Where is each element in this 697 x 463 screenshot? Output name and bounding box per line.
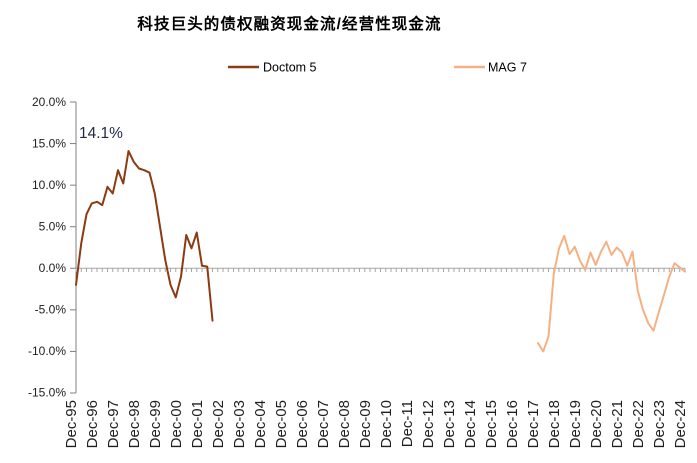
- svg-text:Dec-04: Dec-04: [252, 400, 269, 448]
- svg-text:Dec-21: Dec-21: [609, 400, 626, 448]
- svg-text:Dec-06: Dec-06: [294, 400, 311, 448]
- svg-text:Dec-13: Dec-13: [441, 400, 458, 448]
- svg-text:5.0%: 5.0%: [39, 220, 67, 234]
- svg-text:Dec-22: Dec-22: [630, 400, 647, 448]
- svg-text:MAG 7: MAG 7: [488, 61, 527, 75]
- svg-text:Dec-00: Dec-00: [168, 400, 185, 448]
- svg-text:Dec-08: Dec-08: [336, 400, 353, 448]
- svg-text:Dec-98: Dec-98: [126, 400, 143, 448]
- svg-text:Dec-17: Dec-17: [525, 400, 542, 448]
- svg-text:Dec-05: Dec-05: [273, 400, 290, 448]
- svg-text:Dec-23: Dec-23: [651, 400, 668, 448]
- svg-text:Dec-07: Dec-07: [315, 400, 332, 448]
- svg-text:-15.0%: -15.0%: [28, 386, 66, 400]
- svg-text:Doctom 5: Doctom 5: [263, 61, 317, 75]
- svg-text:Dec-19: Dec-19: [567, 400, 584, 448]
- svg-text:Dec-11: Dec-11: [399, 400, 416, 447]
- svg-text:Dec-96: Dec-96: [84, 400, 101, 448]
- svg-text:10.0%: 10.0%: [32, 178, 66, 192]
- svg-text:Dec-14: Dec-14: [462, 400, 479, 448]
- svg-text:Dec-01: Dec-01: [189, 400, 206, 448]
- svg-text:Dec-20: Dec-20: [588, 400, 605, 448]
- svg-text:Dec-12: Dec-12: [420, 400, 437, 448]
- svg-text:-10.0%: -10.0%: [28, 344, 66, 358]
- svg-text:Dec-02: Dec-02: [210, 400, 227, 448]
- svg-text:Dec-09: Dec-09: [357, 400, 374, 448]
- svg-text:0.0%: 0.0%: [39, 261, 67, 275]
- svg-text:Dec-97: Dec-97: [105, 400, 122, 448]
- svg-text:Dec-95: Dec-95: [63, 400, 80, 448]
- svg-text:Dec-10: Dec-10: [378, 400, 395, 448]
- svg-text:Dec-16: Dec-16: [504, 400, 521, 448]
- svg-text:14.1%: 14.1%: [79, 125, 123, 142]
- svg-text:20.0%: 20.0%: [32, 95, 66, 109]
- svg-text:Dec-99: Dec-99: [147, 400, 164, 448]
- svg-text:Dec-15: Dec-15: [483, 400, 500, 448]
- svg-text:Dec-24: Dec-24: [672, 400, 689, 448]
- svg-text:Dec-03: Dec-03: [231, 400, 248, 448]
- svg-text:-5.0%: -5.0%: [35, 303, 67, 317]
- svg-text:15.0%: 15.0%: [32, 137, 66, 151]
- svg-text:Dec-18: Dec-18: [546, 400, 563, 448]
